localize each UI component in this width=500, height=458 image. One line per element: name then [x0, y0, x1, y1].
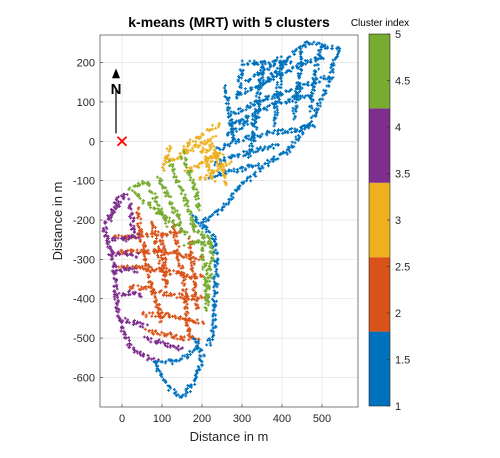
colorbar-tick-label: 1.5: [395, 355, 410, 367]
colorbar-tick-label: 2.5: [395, 262, 410, 274]
chart-title: k-means (MRT) with 5 clusters: [128, 14, 330, 30]
y-tick-label: -100: [73, 176, 95, 188]
cluster-4-points: [107, 249, 140, 259]
colorbar-title: Cluster index: [351, 18, 409, 29]
cluster-2-points: [141, 310, 206, 326]
cluster-1-points: [272, 55, 286, 128]
x-tick-label: 400: [273, 413, 291, 425]
colorbar-tick-label: 3: [395, 215, 401, 227]
cluster-1-points: [191, 214, 220, 347]
colorbar-bands: [369, 34, 390, 406]
x-axis-label: Distance in m: [190, 429, 269, 444]
cluster-1-points: [215, 122, 317, 152]
cluster-2-points: [187, 237, 201, 311]
cluster-points: [101, 40, 342, 399]
cluster-3-points: [161, 144, 173, 173]
cluster-4-points: [142, 335, 184, 352]
y-tick-label: -400: [73, 294, 95, 306]
cluster-1-points: [235, 68, 245, 100]
cluster-4-points: [127, 197, 136, 237]
annotations: N: [111, 68, 128, 147]
y-tick-label: 0: [89, 136, 95, 148]
cluster-5-points: [155, 175, 183, 226]
y-axis-label: Distance in m: [50, 182, 65, 261]
x-tick-label: 200: [193, 413, 211, 425]
cluster-5-points: [127, 179, 150, 192]
cluster-4-series: [101, 192, 184, 364]
cluster-1-points: [246, 60, 266, 159]
grid-lines: [100, 35, 358, 407]
cluster-4-points: [104, 192, 129, 224]
colorbar-tick-label: 2: [395, 308, 401, 320]
colorbar-band-4: [369, 108, 390, 183]
cluster-1-series: [198, 40, 342, 228]
colorbar-tick-label: 5: [395, 29, 401, 41]
colorbar-ticks: 1 1.5 2 2.5 3 3.5 4 4.5 5: [387, 29, 410, 413]
north-arrow-head: [112, 68, 120, 79]
origin-x-marker: [116, 136, 128, 147]
axes-box: [99, 34, 359, 408]
cluster-5-points: [199, 234, 211, 306]
y-tick-label: -200: [73, 215, 95, 227]
colorbar: 1 1.5 2 2.5 3 3.5 4 4.5 5 Cluster index: [351, 18, 410, 413]
x-tick-label: 300: [233, 413, 251, 425]
cluster-4-points: [113, 289, 143, 299]
colorbar-tick-label: 3.5: [395, 169, 410, 181]
y-axis-ticks: 200 100 0 -100 -200 -300 -400 -500 -600: [73, 58, 103, 384]
colorbar-tick-label: 4: [395, 122, 401, 134]
y-tick-label: 200: [77, 58, 95, 70]
cluster-1-points: [308, 46, 323, 113]
cluster-1-points: [291, 46, 304, 121]
x-tick-label: 0: [119, 413, 125, 425]
cluster-1-points: [154, 345, 200, 366]
colorbar-tick-label: 1: [395, 401, 401, 413]
north-label: N: [111, 81, 122, 98]
x-tick-label: 100: [153, 413, 171, 425]
colorbar-band-3: [369, 182, 390, 258]
cluster-5-series: [127, 149, 216, 312]
cluster-4-points: [111, 265, 139, 275]
y-tick-label: -300: [73, 254, 95, 266]
cluster-2-points: [158, 234, 170, 285]
y-tick-label: -500: [73, 333, 95, 345]
cluster-1-points: [222, 84, 236, 142]
x-axis-ticks: 0 100 200 300 400 500: [119, 404, 331, 425]
y-tick-label: 100: [77, 97, 95, 109]
axes-background: [100, 35, 358, 407]
colorbar-band-5: [369, 34, 390, 109]
y-tick-label: -600: [73, 372, 95, 384]
cluster-4-points: [106, 232, 141, 244]
cluster-4-points: [118, 316, 149, 329]
cluster-1-points: [226, 115, 261, 137]
cluster-5-points: [133, 190, 192, 239]
cluster-3-points: [199, 146, 217, 183]
cluster-2-points: [135, 206, 165, 324]
cluster-2-points: [143, 327, 201, 342]
cluster-1-series: [152, 214, 220, 399]
cluster-5-points: [179, 149, 202, 212]
cluster-2-series: [113, 206, 209, 342]
cluster-1-points: [152, 337, 206, 399]
cluster-3-points: [200, 141, 220, 164]
x-tick-label: 500: [313, 413, 331, 425]
cluster-5-points: [182, 239, 212, 247]
plot-area: N 0 100 200 300 400 500 200 100 0 -100 -200 -300 -4…: [73, 34, 359, 425]
colorbar-band-1: [369, 331, 390, 406]
colorbar-tick-label: 4.5: [395, 76, 410, 88]
colorbar-band-2: [369, 257, 390, 332]
